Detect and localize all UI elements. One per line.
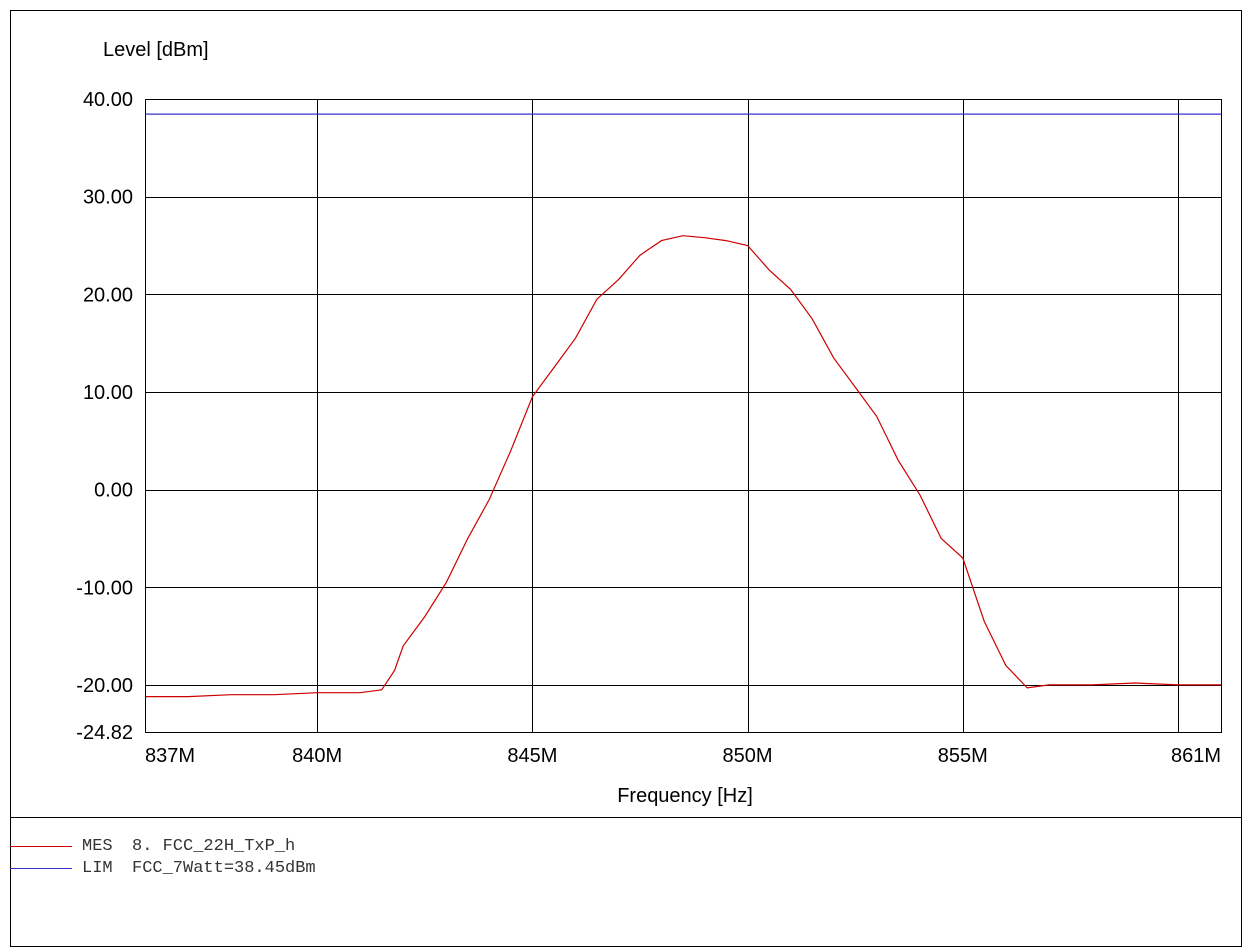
series-mes-line bbox=[145, 235, 1221, 698]
legend-tag-mes: MES bbox=[82, 836, 113, 856]
y-tick-label: 0.00 bbox=[94, 480, 133, 502]
y-tick-label: -20.00 bbox=[76, 675, 133, 697]
x-tick-label: 840M bbox=[292, 745, 342, 767]
y-tick-label: 20.00 bbox=[83, 284, 133, 306]
x-tick-label: 837M bbox=[145, 745, 195, 767]
y-tick-label: -10.00 bbox=[76, 577, 133, 599]
series-lines bbox=[145, 113, 1221, 698]
x-tick-label: 850M bbox=[723, 745, 773, 767]
legend-swatch-lim bbox=[10, 867, 72, 869]
outer-border bbox=[10, 10, 1242, 947]
y-tick-label: 40.00 bbox=[83, 89, 133, 111]
x-tick-label: 855M bbox=[938, 745, 988, 767]
y-tick-label: 30.00 bbox=[83, 187, 133, 209]
legend-entry-lim: LIM FCC_7Watt=38.45dBm bbox=[10, 858, 316, 878]
legend-text-lim: FCC_7Watt=38.45dBm bbox=[132, 858, 316, 878]
x-axis-title: Frequency [Hz] bbox=[617, 785, 753, 807]
y-axis-title: Level [dBm] bbox=[103, 39, 209, 61]
y-tick-labels: 40.00 30.00 20.00 10.00 0.00 -10.00 -20.00 -24.… bbox=[76, 89, 133, 744]
legend-entry-mes: MES 8. FCC_22H_TxP_h bbox=[10, 836, 296, 856]
x-tick-label: 845M bbox=[507, 745, 557, 767]
x-tick-label: 861M bbox=[1171, 745, 1221, 767]
x-tick-labels: 837M 840M 845M 850M 855M 861M bbox=[145, 745, 1221, 767]
y-tick-label: 10.00 bbox=[83, 382, 133, 404]
y-tick-label: -24.82 bbox=[76, 722, 133, 744]
legend-tag-lim: LIM bbox=[82, 858, 113, 878]
legend-swatch-mes bbox=[10, 845, 72, 847]
legend-text-mes: 8. FCC_22H_TxP_h bbox=[132, 836, 296, 856]
plot-area bbox=[145, 99, 1222, 733]
